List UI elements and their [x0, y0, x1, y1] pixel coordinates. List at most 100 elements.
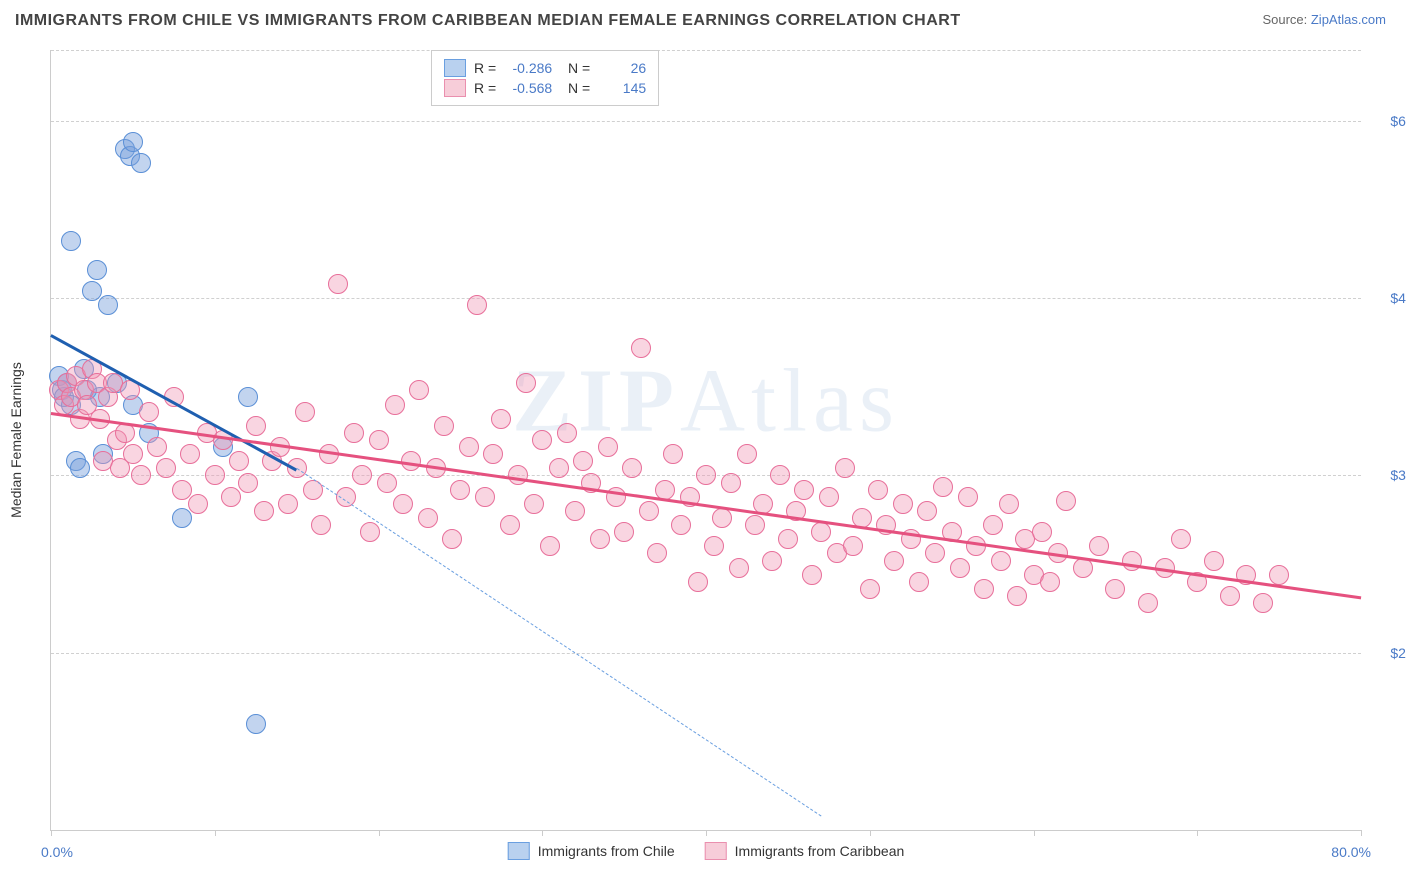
point-caribbean [590, 529, 610, 549]
point-caribbean [450, 480, 470, 500]
gridline [51, 121, 1361, 122]
swatch-chile [444, 59, 466, 77]
point-caribbean [729, 558, 749, 578]
point-caribbean [983, 515, 1003, 535]
point-chile [98, 295, 118, 315]
legend-label-caribbean: Immigrants from Caribbean [735, 843, 905, 859]
x-tick-mark [542, 830, 543, 836]
stat-label-r: R = [474, 60, 496, 76]
point-caribbean [557, 423, 577, 443]
point-caribbean [344, 423, 364, 443]
point-caribbean [246, 416, 266, 436]
point-caribbean [647, 543, 667, 563]
gridline [51, 50, 1361, 51]
point-caribbean [508, 465, 528, 485]
stats-row-caribbean: R = -0.568 N = 145 [444, 79, 646, 97]
y-axis-title: Median Female Earnings [8, 362, 24, 518]
point-caribbean [393, 494, 413, 514]
stat-r-caribbean: -0.568 [504, 80, 552, 96]
point-caribbean [434, 416, 454, 436]
y-tick-label: $35,000 [1371, 467, 1406, 483]
legend-item-chile: Immigrants from Chile [508, 842, 675, 860]
point-caribbean [737, 444, 757, 464]
stat-label-n: N = [560, 60, 590, 76]
source-link[interactable]: ZipAtlas.com [1311, 12, 1386, 27]
point-caribbean [172, 480, 192, 500]
point-caribbean [352, 465, 372, 485]
point-caribbean [491, 409, 511, 429]
y-tick-label: $22,500 [1371, 645, 1406, 661]
point-caribbean [1089, 536, 1109, 556]
point-caribbean [369, 430, 389, 450]
point-caribbean [459, 437, 479, 457]
stat-n-chile: 26 [598, 60, 646, 76]
point-caribbean [565, 501, 585, 521]
x-tick-mark [706, 830, 707, 836]
point-caribbean [1138, 593, 1158, 613]
point-caribbean [573, 451, 593, 471]
point-caribbean [1220, 586, 1240, 606]
point-chile [123, 132, 143, 152]
point-chile [238, 387, 258, 407]
point-caribbean [549, 458, 569, 478]
point-caribbean [475, 487, 495, 507]
point-caribbean [696, 465, 716, 485]
point-caribbean [540, 536, 560, 556]
point-caribbean [516, 373, 536, 393]
correlation-stats-box: R = -0.286 N = 26 R = -0.568 N = 145 [431, 50, 659, 106]
x-tick-mark [215, 830, 216, 836]
point-caribbean [631, 338, 651, 358]
legend-swatch-caribbean [705, 842, 727, 860]
point-chile [87, 260, 107, 280]
point-caribbean [802, 565, 822, 585]
point-caribbean [762, 551, 782, 571]
point-caribbean [180, 444, 200, 464]
point-caribbean [843, 536, 863, 556]
point-caribbean [1171, 529, 1191, 549]
point-caribbean [328, 274, 348, 294]
point-caribbean [966, 536, 986, 556]
point-chile [246, 714, 266, 734]
point-caribbean [958, 487, 978, 507]
stat-r-chile: -0.286 [504, 60, 552, 76]
point-caribbean [1056, 491, 1076, 511]
swatch-caribbean [444, 79, 466, 97]
x-axis-min-label: 0.0% [41, 844, 73, 860]
point-caribbean [704, 536, 724, 556]
legend-swatch-chile [508, 842, 530, 860]
point-caribbean [385, 395, 405, 415]
y-tick-label: $60,000 [1371, 113, 1406, 129]
point-caribbean [999, 494, 1019, 514]
point-caribbean [622, 458, 642, 478]
point-caribbean [819, 487, 839, 507]
point-caribbean [893, 494, 913, 514]
point-caribbean [1105, 579, 1125, 599]
point-caribbean [950, 558, 970, 578]
x-tick-mark [379, 830, 380, 836]
point-caribbean [500, 515, 520, 535]
trendline [51, 412, 1361, 599]
point-caribbean [974, 579, 994, 599]
point-caribbean [721, 473, 741, 493]
point-caribbean [835, 458, 855, 478]
source-prefix: Source: [1262, 12, 1310, 27]
gridline [51, 653, 1361, 654]
point-caribbean [123, 444, 143, 464]
point-caribbean [745, 515, 765, 535]
point-caribbean [1007, 586, 1027, 606]
point-caribbean [770, 465, 790, 485]
point-caribbean [278, 494, 298, 514]
x-tick-mark [51, 830, 52, 836]
point-caribbean [811, 522, 831, 542]
point-caribbean [483, 444, 503, 464]
point-caribbean [598, 437, 618, 457]
x-tick-mark [1361, 830, 1362, 836]
point-caribbean [933, 477, 953, 497]
point-caribbean [671, 515, 691, 535]
legend-label-chile: Immigrants from Chile [538, 843, 675, 859]
point-caribbean [639, 501, 659, 521]
point-caribbean [614, 522, 634, 542]
point-caribbean [1032, 522, 1052, 542]
point-caribbean [221, 487, 241, 507]
point-caribbean [188, 494, 208, 514]
